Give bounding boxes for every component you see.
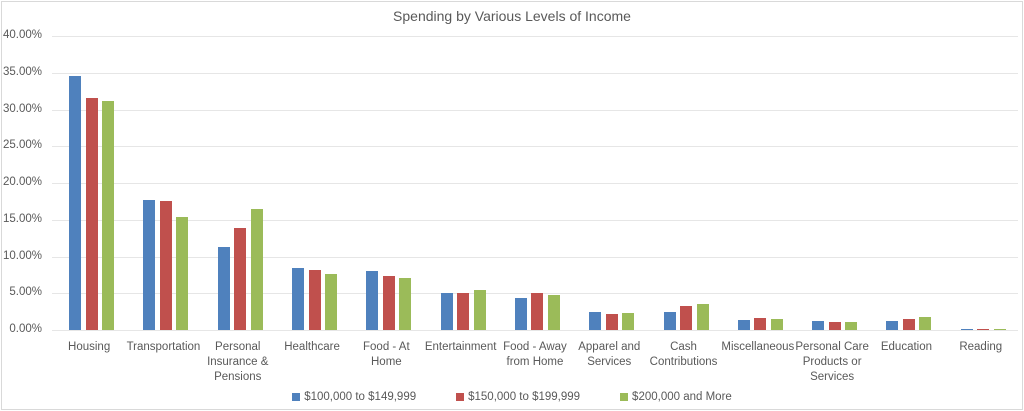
x-category-label: Personal Insurance & Pensions bbox=[207, 341, 269, 383]
chart-title: Spending by Various Levels of Income bbox=[393, 8, 631, 24]
y-tick-label: 0.00% bbox=[9, 323, 42, 335]
bar bbox=[176, 216, 189, 330]
bar bbox=[440, 293, 453, 330]
bar bbox=[69, 75, 82, 330]
bar bbox=[382, 275, 395, 330]
bar bbox=[589, 311, 602, 330]
legend-label: $150,000 to $199,999 bbox=[468, 391, 581, 403]
bar bbox=[680, 306, 693, 330]
legend-item: $100,000 to $149,999 bbox=[292, 391, 416, 403]
bar bbox=[828, 321, 841, 330]
bar bbox=[250, 209, 263, 330]
x-category-label: Personal Care Products or Services bbox=[795, 341, 869, 383]
bar bbox=[399, 277, 412, 330]
bar bbox=[993, 328, 1006, 330]
bar bbox=[457, 292, 470, 330]
bar bbox=[473, 289, 486, 330]
bar bbox=[159, 201, 172, 330]
y-tick-label: 10.00% bbox=[2, 249, 42, 262]
bar bbox=[547, 295, 560, 330]
bar bbox=[366, 271, 379, 330]
legend: $100,000 to $149,999 $150,000 to $199,999… bbox=[0, 391, 1024, 403]
bar bbox=[696, 304, 709, 330]
bar bbox=[514, 298, 527, 330]
x-category-label: Food - Away from Home bbox=[503, 341, 567, 368]
x-category-label: Reading bbox=[959, 341, 1003, 353]
bar bbox=[663, 312, 676, 330]
legend-item: $150,000 to $199,999 bbox=[456, 391, 580, 403]
y-tick-label: 25.00% bbox=[2, 139, 42, 152]
bar bbox=[919, 316, 932, 330]
legend-item: $200,000 and More bbox=[620, 391, 732, 403]
bar bbox=[234, 227, 247, 330]
bar bbox=[143, 199, 156, 330]
x-category-label: Food - At Home bbox=[363, 341, 410, 368]
gridline bbox=[52, 72, 1018, 74]
bar bbox=[531, 293, 544, 330]
bar bbox=[960, 328, 973, 330]
legend-swatch-icon bbox=[292, 393, 301, 401]
gridline bbox=[52, 36, 1018, 37]
legend-swatch-icon bbox=[456, 393, 465, 401]
bar bbox=[217, 246, 230, 330]
bar bbox=[308, 269, 321, 330]
x-category-label: Housing bbox=[68, 341, 111, 353]
bar bbox=[737, 319, 750, 330]
legend-label: $200,000 and More bbox=[632, 391, 732, 403]
y-tick-label: 5.00% bbox=[9, 286, 42, 299]
x-category-label: Education bbox=[880, 341, 933, 353]
bar bbox=[886, 321, 899, 330]
bar bbox=[812, 321, 825, 330]
bar bbox=[605, 313, 618, 330]
bar bbox=[845, 321, 858, 330]
y-tick-label: 40.00% bbox=[2, 29, 42, 41]
y-tick-label: 30.00% bbox=[2, 102, 42, 115]
bar bbox=[325, 274, 338, 330]
bar bbox=[85, 98, 98, 330]
x-category-label: Cash Contributions bbox=[649, 341, 718, 368]
bar bbox=[622, 313, 635, 330]
bar bbox=[902, 318, 915, 330]
bar bbox=[292, 268, 305, 330]
x-category-label: Transportation bbox=[126, 341, 201, 353]
bar bbox=[754, 317, 767, 330]
x-category-label: Miscellaneous bbox=[721, 341, 795, 353]
y-tick-label: 15.00% bbox=[2, 212, 42, 225]
bar bbox=[102, 101, 115, 330]
gridline bbox=[52, 109, 1018, 111]
y-tick-label: 35.00% bbox=[2, 65, 42, 78]
legend-swatch-icon bbox=[620, 393, 629, 401]
gridline bbox=[52, 256, 1018, 258]
x-category-label: Entertainment bbox=[424, 341, 497, 353]
legend-label: $100,000 to $149,999 bbox=[304, 391, 417, 403]
gridline bbox=[52, 330, 1018, 331]
y-tick-label: 20.00% bbox=[2, 176, 42, 188]
x-category-label: Apparel and Services bbox=[578, 341, 641, 368]
bar bbox=[770, 318, 783, 330]
gridline bbox=[52, 183, 1018, 184]
x-category-label: Healthcare bbox=[284, 341, 340, 353]
gridline bbox=[52, 146, 1018, 148]
gridline bbox=[52, 219, 1018, 221]
bar bbox=[977, 329, 990, 330]
